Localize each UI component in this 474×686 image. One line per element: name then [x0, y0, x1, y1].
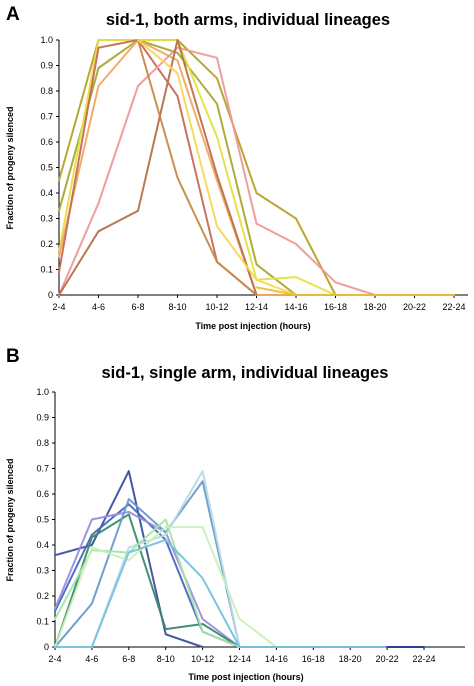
panel-b: B sid-1, single arm, individual lineages…	[5, 346, 465, 682]
series-line-8	[137, 39, 258, 296]
series-line-4	[58, 39, 297, 296]
y-tick-label: 0.7	[36, 464, 49, 474]
y-tick-label: 0.8	[36, 438, 49, 448]
series-line-3	[58, 39, 337, 296]
x-tick-label: 18-20	[339, 654, 362, 664]
x-tick-label: 10-12	[205, 302, 228, 312]
x-tick-label: 12-14	[245, 302, 268, 312]
y-tick-label: 0.9	[40, 61, 53, 71]
x-tick-label: 4-6	[92, 302, 105, 312]
series-line-4	[54, 513, 241, 648]
x-tick-label: 22-24	[412, 654, 435, 664]
x-tick-label: 8-10	[168, 302, 186, 312]
plot-area: 0 0.1 0.2 0.3 0.4 0.5 0.6 0.7 0.8 0.9 1.0 2-4 4-6 6-8…	[36, 387, 465, 664]
y-tick-label: 0.9	[36, 413, 49, 423]
series-line-8	[54, 526, 278, 648]
panel-letter-b: B	[6, 346, 20, 367]
panel-letter-a: A	[6, 4, 20, 25]
y-tick-label: 1.0	[40, 35, 53, 45]
x-tick-label: 16-18	[324, 302, 347, 312]
series-line-2	[58, 39, 297, 296]
x-tick-label: 2-4	[52, 302, 65, 312]
plot-area: 0 0.1 0.2 0.3 0.4 0.5 0.6 0.7 0.8 0.9 1.0 2-4 4-6 6-8…	[40, 35, 468, 312]
chart-title: sid-1, both arms, individual lineages	[106, 11, 390, 29]
x-axis-label: Time post injection (hours)	[188, 672, 303, 682]
x-tick-label: 6-8	[122, 654, 135, 664]
x-tick-label: 6-8	[131, 302, 144, 312]
x-tick-label: 10-12	[191, 654, 214, 664]
y-axis-label: Fraction of progeny silenced	[5, 106, 15, 229]
series-line-6	[54, 470, 241, 648]
x-tick-label: 22-24	[442, 302, 465, 312]
x-tick-label: 18-20	[363, 302, 386, 312]
x-axis-label: Time post injection (hours)	[195, 321, 310, 331]
y-tick-label: 0.5	[36, 515, 49, 525]
x-tick-label: 4-6	[85, 654, 98, 664]
y-tick-label: 0.3	[40, 214, 53, 224]
y-tick-label: 0.1	[36, 617, 49, 627]
chart-title: sid-1, single arm, individual lineages	[101, 364, 388, 382]
y-tick-label: 0	[48, 290, 53, 300]
y-tick-label: 0.4	[36, 540, 49, 550]
series-line-6	[58, 46, 376, 296]
series-line-3	[54, 510, 241, 648]
x-tick-label: 12-14	[228, 654, 251, 664]
series-line-10	[255, 286, 455, 296]
series-line-7	[54, 518, 241, 648]
y-tick-label: 1.0	[36, 387, 49, 397]
x-tick-label: 14-16	[265, 654, 288, 664]
y-axis-label: Fraction of progeny silenced	[5, 458, 15, 581]
series-line-7	[58, 39, 258, 296]
panel-a: A sid-1, both arms, individual lineages …	[5, 4, 468, 331]
y-tick-label: 0.6	[40, 137, 53, 147]
x-tick-label: 2-4	[48, 654, 61, 664]
y-tick-label: 0.7	[40, 112, 53, 122]
y-tick-label: 0.6	[36, 489, 49, 499]
x-tick-label: 14-16	[284, 302, 307, 312]
y-tick-label: 0.2	[36, 591, 49, 601]
series-line-5	[54, 480, 241, 648]
x-tick-label: 16-18	[302, 654, 325, 664]
y-tick-label: 0.8	[40, 86, 53, 96]
series-line-9	[54, 538, 425, 648]
y-tick-label: 0.5	[40, 163, 53, 173]
y-tick-label: 0.4	[40, 188, 53, 198]
y-tick-label: 0	[44, 642, 49, 652]
y-tick-label: 0.2	[40, 239, 53, 249]
x-tick-label: 8-10	[157, 654, 175, 664]
x-tick-label: 20-22	[376, 654, 399, 664]
series-line-9	[137, 39, 297, 296]
x-tick-label: 20-22	[403, 302, 426, 312]
y-tick-label: 0.1	[40, 265, 53, 275]
y-tick-label: 0.3	[36, 566, 49, 576]
